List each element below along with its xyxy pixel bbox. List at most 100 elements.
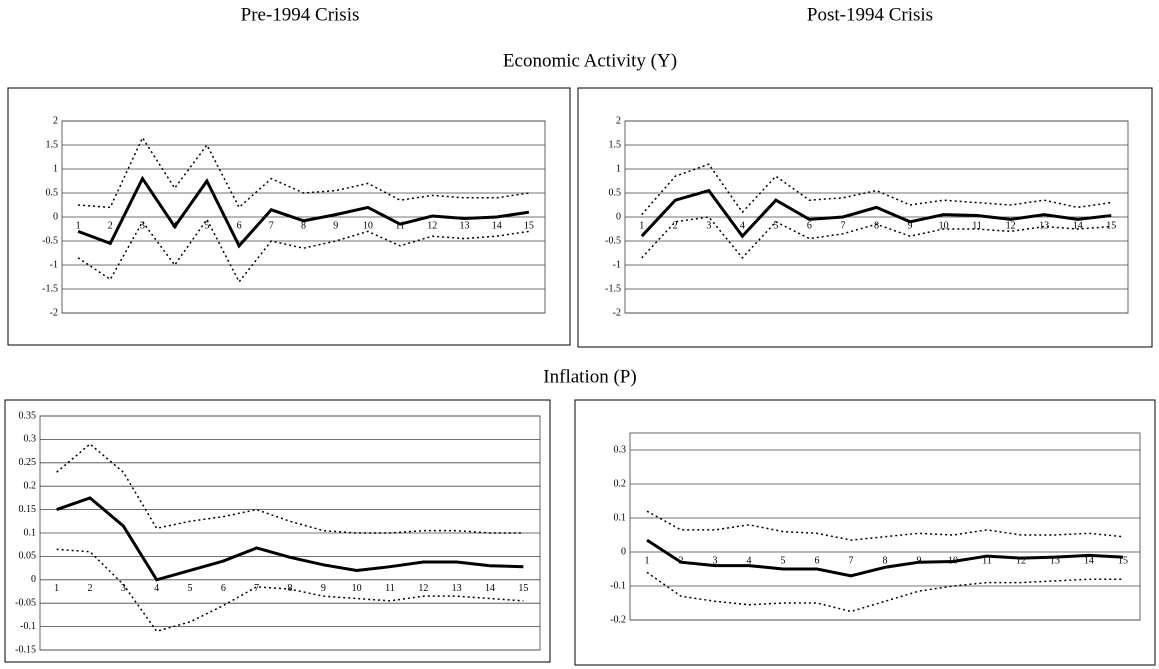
x-tick-label: 5	[188, 583, 193, 594]
y-tick-label: 2	[53, 115, 58, 126]
column-title: Pre-1994 Crisis	[241, 4, 360, 25]
x-tick-label: 4	[154, 583, 159, 594]
y-tick-label: -2	[50, 307, 58, 318]
panel-frame	[4, 399, 551, 663]
x-tick-label: 8	[883, 555, 888, 566]
x-tick-label: 7	[254, 583, 259, 594]
row-title: Economic Activity (Y)	[503, 50, 677, 71]
x-tick-label: 3	[706, 220, 711, 231]
x-tick-label: 1	[645, 555, 650, 566]
x-tick-label: 10	[939, 220, 949, 231]
x-tick-label: 11	[385, 583, 395, 594]
x-tick-label: 10	[352, 583, 362, 594]
x-tick-label: 14	[485, 583, 495, 594]
y-tick-label: 0	[616, 211, 621, 222]
y-tick-label: 0.5	[46, 187, 59, 198]
x-tick-label: 13	[1039, 220, 1049, 231]
y-tick-label: 1.5	[609, 139, 622, 150]
y-tick-label: -0.5	[605, 235, 621, 246]
x-tick-label: 1	[54, 583, 59, 594]
y-tick-label: 1.5	[46, 139, 59, 150]
x-tick-label: 3	[140, 220, 145, 231]
x-tick-label: 11	[982, 555, 992, 566]
y-tick-label: 0	[31, 574, 36, 585]
y-tick-label: 0.05	[19, 551, 37, 562]
x-tick-label: 14	[1073, 220, 1083, 231]
column-title: Post-1994 Crisis	[807, 4, 933, 25]
y-tick-label: -0.05	[15, 597, 36, 608]
y-tick-label: -0.5	[42, 235, 58, 246]
panel-frame	[577, 87, 1153, 348]
x-tick-label: 12	[1006, 220, 1016, 231]
confidence-band	[78, 136, 530, 209]
x-tick-label: 6	[237, 220, 242, 231]
x-tick-label: 1	[76, 220, 81, 231]
x-tick-label: 10	[363, 220, 373, 231]
y-tick-label: 0.3	[24, 434, 37, 445]
x-tick-label: 6	[815, 555, 820, 566]
y-tick-label: -1.5	[605, 283, 621, 294]
x-tick-label: 2	[88, 583, 93, 594]
x-tick-label: 7	[840, 220, 845, 231]
x-tick-label: 7	[849, 555, 854, 566]
x-tick-label: 8	[874, 220, 879, 231]
y-tick-label: 1	[53, 163, 58, 174]
x-tick-label: 6	[221, 583, 226, 594]
x-tick-label: 13	[460, 220, 470, 231]
x-tick-label: 3	[121, 583, 126, 594]
y-tick-label: 0.1	[614, 512, 627, 523]
panel-frame	[574, 399, 1156, 666]
plot-area	[629, 432, 1141, 621]
response-line	[77, 175, 530, 249]
x-tick-label: 7	[269, 220, 274, 231]
response-line	[646, 538, 1124, 578]
x-tick-label: 6	[807, 220, 812, 231]
x-tick-label: 5	[773, 220, 778, 231]
y-tick-label: -0.1	[20, 621, 36, 632]
y-tick-label: 0.2	[24, 480, 37, 491]
x-tick-label: 15	[1118, 555, 1128, 566]
x-tick-label: 1	[639, 220, 644, 231]
y-tick-label: 0.2	[614, 478, 627, 489]
y-tick-label: 0	[621, 546, 626, 557]
confidence-band	[56, 443, 524, 534]
x-tick-label: 9	[321, 583, 326, 594]
x-tick-label: 13	[1050, 555, 1060, 566]
response-line	[640, 188, 1112, 239]
y-tick-label: 1	[616, 163, 621, 174]
response-line	[56, 496, 524, 582]
confidence-band	[77, 217, 530, 284]
confidence-band	[646, 571, 1123, 613]
y-tick-label: 0	[53, 211, 58, 222]
confidence-band	[641, 163, 1112, 216]
x-tick-label: 12	[418, 583, 428, 594]
y-tick-label: -1.5	[42, 283, 58, 294]
x-tick-label: 4	[740, 220, 745, 231]
x-tick-label: 5	[781, 555, 786, 566]
x-tick-label: 15	[518, 583, 528, 594]
y-tick-label: -2	[613, 307, 621, 318]
y-tick-label: 0.35	[19, 410, 37, 421]
confidence-band	[56, 548, 524, 633]
x-tick-label: 9	[908, 220, 913, 231]
x-tick-label: 2	[673, 220, 678, 231]
y-tick-label: -0.1	[610, 580, 626, 591]
y-tick-label: 0.3	[614, 444, 627, 455]
x-tick-label: 15	[524, 220, 534, 231]
x-tick-label: 11	[972, 220, 982, 231]
y-tick-label: -0.2	[610, 614, 626, 625]
y-tick-label: 2	[616, 115, 621, 126]
y-tick-label: -0.15	[15, 644, 36, 655]
confidence-band	[646, 510, 1124, 541]
row-title: Inflation (P)	[543, 366, 636, 387]
x-tick-label: 13	[452, 583, 462, 594]
x-tick-label: 14	[492, 220, 502, 231]
x-tick-label: 9	[333, 220, 338, 231]
x-tick-label: 2	[108, 220, 113, 231]
x-tick-label: 14	[1084, 555, 1094, 566]
x-tick-label: 12	[427, 220, 437, 231]
x-tick-label: 12	[1016, 555, 1026, 566]
y-tick-label: 0.15	[19, 504, 37, 515]
